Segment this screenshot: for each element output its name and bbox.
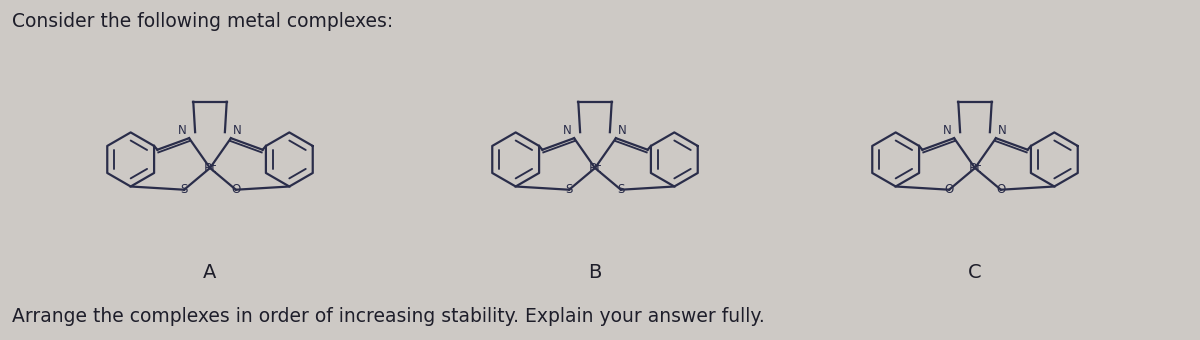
Text: N: N — [179, 124, 187, 137]
Text: Arrange the complexes in order of increasing stability. Explain your answer full: Arrange the complexes in order of increa… — [12, 307, 764, 326]
Text: C: C — [968, 262, 982, 282]
Text: N: N — [233, 124, 241, 137]
Text: O: O — [996, 183, 1006, 196]
Text: A: A — [203, 262, 217, 282]
Text: S: S — [180, 183, 187, 196]
Text: B: B — [588, 262, 601, 282]
Text: Pt: Pt — [203, 162, 217, 174]
Text: N: N — [998, 124, 1007, 137]
Text: S: S — [565, 183, 572, 196]
Text: O: O — [944, 183, 954, 196]
Text: Pt: Pt — [968, 162, 982, 174]
Text: S: S — [617, 183, 624, 196]
Text: N: N — [943, 124, 952, 137]
Text: Consider the following metal complexes:: Consider the following metal complexes: — [12, 12, 394, 31]
Text: N: N — [618, 124, 626, 137]
Text: N: N — [563, 124, 572, 137]
Text: Pt: Pt — [588, 162, 601, 174]
Text: O: O — [232, 183, 240, 196]
